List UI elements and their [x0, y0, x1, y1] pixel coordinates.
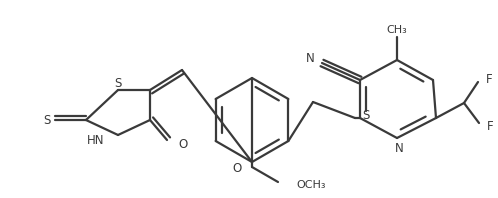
- Text: O: O: [178, 137, 187, 150]
- Text: S: S: [362, 109, 370, 122]
- Text: OCH₃: OCH₃: [296, 180, 326, 190]
- Text: N: N: [306, 51, 315, 65]
- Text: S: S: [44, 113, 51, 127]
- Text: F: F: [487, 121, 494, 133]
- Text: S: S: [115, 76, 122, 89]
- Text: N: N: [394, 143, 403, 155]
- Text: CH₃: CH₃: [386, 25, 407, 35]
- Text: HN: HN: [87, 134, 104, 148]
- Text: F: F: [486, 72, 493, 86]
- Text: O: O: [233, 163, 242, 175]
